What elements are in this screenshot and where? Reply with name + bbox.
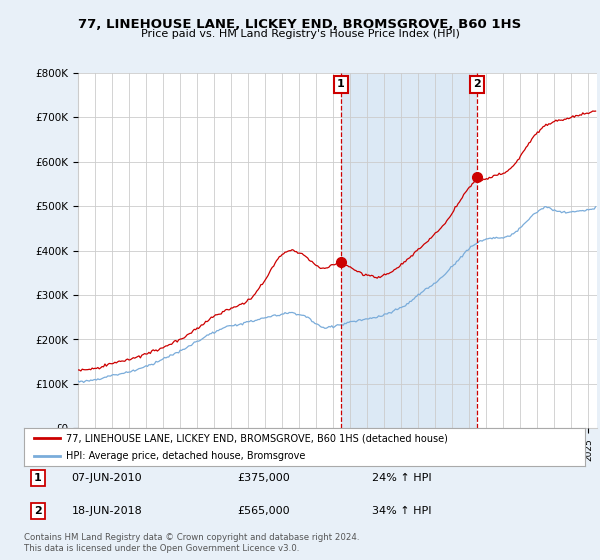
Bar [341, 73, 477, 428]
Text: 2: 2 [473, 80, 481, 90]
Text: 24% ↑ HPI: 24% ↑ HPI [372, 473, 431, 483]
Text: £565,000: £565,000 [237, 506, 290, 516]
Text: £375,000: £375,000 [237, 473, 290, 483]
Text: HPI: Average price, detached house, Bromsgrove: HPI: Average price, detached house, Brom… [66, 451, 305, 461]
Text: 18-JUN-2018: 18-JUN-2018 [71, 506, 142, 516]
Text: Price paid vs. HM Land Registry's House Price Index (HPI): Price paid vs. HM Land Registry's House … [140, 29, 460, 39]
Text: 77, LINEHOUSE LANE, LICKEY END, BROMSGROVE, B60 1HS: 77, LINEHOUSE LANE, LICKEY END, BROMSGRO… [79, 18, 521, 31]
Text: 1: 1 [337, 80, 344, 90]
Text: 2: 2 [34, 506, 42, 516]
Text: 07-JUN-2010: 07-JUN-2010 [71, 473, 142, 483]
Text: Contains HM Land Registry data © Crown copyright and database right 2024.
This d: Contains HM Land Registry data © Crown c… [24, 533, 359, 553]
Text: 1: 1 [34, 473, 42, 483]
Text: 77, LINEHOUSE LANE, LICKEY END, BROMSGROVE, B60 1HS (detached house): 77, LINEHOUSE LANE, LICKEY END, BROMSGRO… [66, 433, 448, 443]
Text: 34% ↑ HPI: 34% ↑ HPI [372, 506, 431, 516]
